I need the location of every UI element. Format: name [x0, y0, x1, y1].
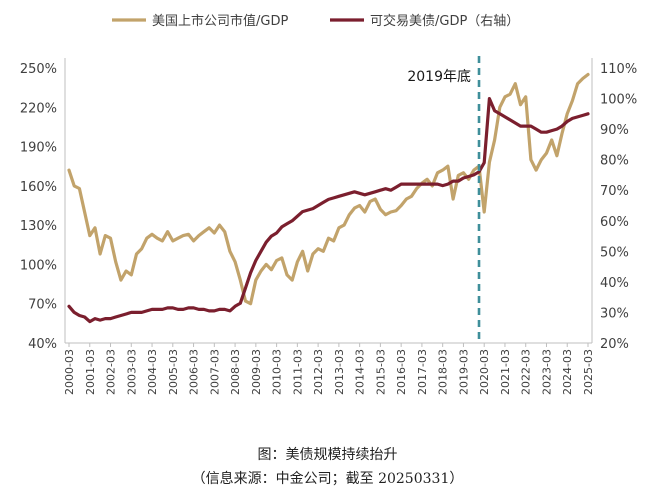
plot-frame [64, 58, 593, 344]
x-tick-label: 2017-03 [416, 349, 429, 395]
x-tick-label: 2024-03 [561, 349, 574, 395]
x-tick-label: 2022-03 [520, 349, 533, 395]
x-axis: 2000-03 2001-03 2002-03 2003-03 2004-03 2005-… [63, 343, 595, 395]
y-left-tick-label: 160% [20, 180, 57, 195]
y-right-tick-label: 100% [600, 93, 637, 108]
y-right-tick-label: 110% [600, 62, 637, 77]
y-left-tick-label: 40% [28, 337, 57, 352]
x-tick-label: 2011-03 [291, 349, 304, 395]
x-tick-label: 2005-03 [167, 349, 180, 395]
y-left-axis: 250% 220% 190% 160% 130% 100% 70% 40% [20, 62, 57, 352]
x-tick-label: 2007-03 [208, 349, 221, 395]
y-left-tick-label: 70% [28, 298, 57, 313]
y-right-tick-label: 30% [600, 306, 629, 321]
x-tick-label: 2014-03 [354, 349, 367, 395]
x-tick-label: 2001-03 [84, 349, 97, 395]
y-left-tick-label: 100% [20, 258, 57, 273]
caption: 图：美债规模持续抬升 （信息来源：中金公司；截至 20250331） [0, 443, 655, 491]
x-tick-label: 2019-03 [457, 349, 470, 395]
x-tick-label: 2021-03 [499, 349, 512, 395]
y-right-tick-label: 40% [600, 276, 629, 291]
x-tick-label: 2025-03 [582, 349, 595, 395]
x-tick-label: 2002-03 [105, 349, 118, 395]
x-tick-label: 2006-03 [188, 349, 201, 395]
x-tick-label: 2015-03 [374, 349, 387, 395]
chart-svg: 美国上市公司市值/GDP 可交易美债/GDP（右轴） 250% 220% 190% 16… [20, 13, 637, 395]
annotation: 2019年底 [407, 56, 481, 343]
legend-label: 可交易美债/GDP（右轴） [370, 13, 519, 29]
y-right-tick-label: 50% [600, 245, 629, 260]
year-end-2019-label: 2019年底 [407, 69, 471, 85]
x-tick-label: 2016-03 [395, 349, 408, 395]
x-tick-label: 2004-03 [146, 349, 159, 395]
y-right-tick-label: 90% [600, 123, 629, 138]
y-right-axis: 110% 100% 90% 80% 70% 60% 50% 40% 30% 20% [600, 62, 637, 352]
x-tick-label: 2012-03 [312, 349, 325, 395]
y-left-tick-label: 190% [20, 141, 57, 156]
y-right-tick-label: 60% [600, 215, 629, 230]
caption-title: 图：美债规模持续抬升 [257, 447, 398, 463]
y-right-tick-label: 80% [600, 154, 629, 169]
legend-label: 美国上市公司市值/GDP [152, 13, 288, 29]
y-left-tick-label: 130% [20, 219, 57, 234]
y-left-tick-label: 250% [20, 62, 57, 77]
x-tick-label: 2023-03 [540, 349, 553, 395]
x-tick-label: 2009-03 [250, 349, 263, 395]
x-tick-label: 2018-03 [437, 349, 450, 395]
market-cap-gdp-line [67, 72, 590, 306]
x-tick-label: 2008-03 [229, 349, 242, 395]
x-tick-label: 2020-03 [478, 349, 491, 395]
x-tick-label: 2003-03 [125, 349, 138, 395]
y-right-tick-label: 70% [600, 184, 629, 199]
x-tick-label: 2000-03 [63, 349, 76, 395]
caption-source: （信息来源：中金公司；截至 20250331） [191, 471, 464, 487]
treasury-gdp-line [67, 96, 590, 324]
y-left-tick-label: 220% [20, 101, 57, 116]
series-lines [67, 72, 590, 324]
x-tick-label: 2010-03 [271, 349, 284, 395]
legend: 美国上市公司市值/GDP 可交易美债/GDP（右轴） [112, 13, 519, 29]
x-tick-label: 2013-03 [333, 349, 346, 395]
y-right-tick-label: 20% [600, 337, 629, 352]
